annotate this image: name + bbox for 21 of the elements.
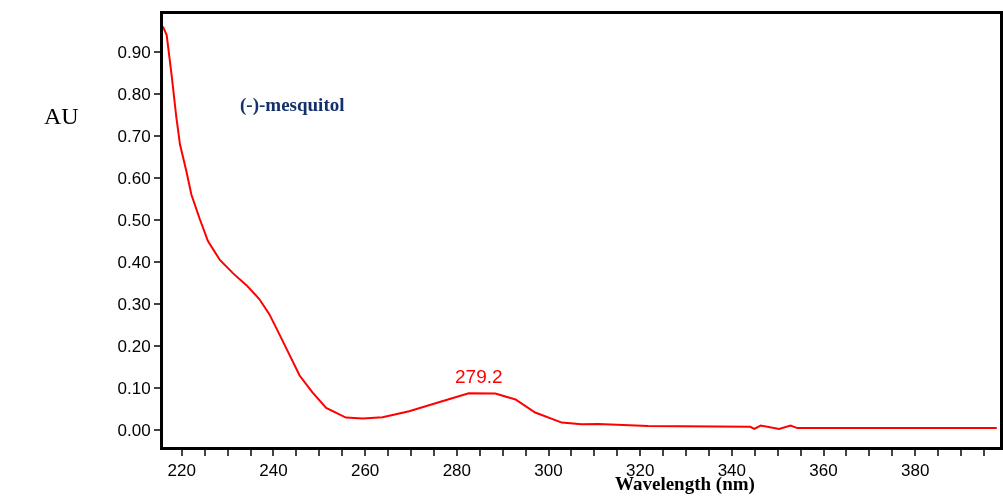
y-tick-label: 0.90 bbox=[117, 42, 151, 62]
y-tick-label: 0.00 bbox=[117, 421, 151, 441]
y-tick-label: 0.50 bbox=[117, 210, 151, 230]
y-tick-label: 0.20 bbox=[117, 337, 151, 357]
annotation: (-)-mesquitol bbox=[240, 94, 345, 116]
y-tick-label: 0.80 bbox=[117, 84, 151, 104]
y-tick-label: 0.60 bbox=[117, 168, 151, 188]
y-tick-label: 0.70 bbox=[117, 126, 151, 146]
x-tick-label: 280 bbox=[442, 461, 472, 481]
y-axis-title: AU bbox=[44, 103, 79, 129]
x-tick-label: 260 bbox=[350, 461, 380, 481]
y-tick-label: 0.40 bbox=[117, 252, 151, 272]
x-tick-label: 240 bbox=[259, 461, 288, 481]
y-tick-label: 0.30 bbox=[117, 295, 151, 315]
annotation: 279.2 bbox=[455, 366, 503, 387]
y-tick-label: 0.10 bbox=[117, 379, 151, 399]
x-tick-label: 220 bbox=[167, 461, 196, 481]
x-tick-label: 360 bbox=[809, 461, 838, 481]
x-tick-label: 300 bbox=[534, 461, 563, 481]
line-series bbox=[163, 25, 998, 430]
x-tick-label: 380 bbox=[901, 461, 930, 481]
